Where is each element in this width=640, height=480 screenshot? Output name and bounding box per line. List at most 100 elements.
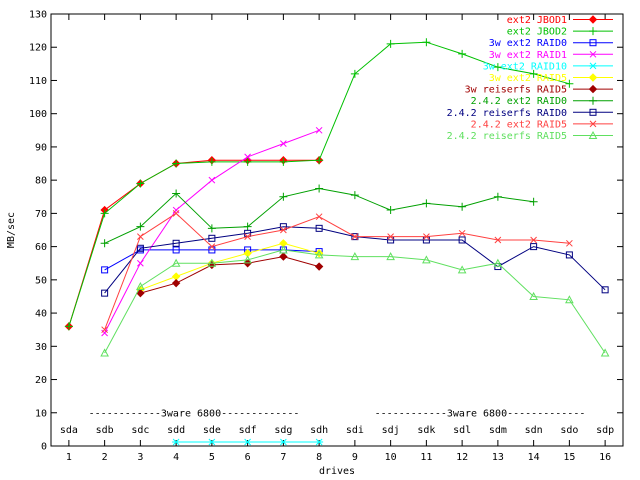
data-point-6-0	[136, 288, 145, 298]
legend-entry-3: 3w ext2 RAID1	[489, 50, 613, 61]
data-point-10-14	[600, 348, 610, 357]
legend-entry-5: 3w ext2 RAID5	[489, 73, 613, 84]
data-point-9-8	[387, 233, 394, 240]
data-point-8-10	[458, 236, 466, 244]
series-line-6	[140, 256, 320, 294]
y-tick-label-12: 120	[29, 43, 47, 54]
data-point-9-4	[244, 233, 251, 240]
data-point-10-8	[386, 252, 395, 261]
data-point-9-5	[280, 226, 287, 234]
data-point-9-6	[315, 213, 323, 221]
x-tick-label-15: 16	[599, 452, 611, 463]
data-point-1-1	[100, 209, 109, 218]
series-9	[101, 210, 573, 334]
drive-label-sdd: sdd	[167, 425, 185, 436]
y-tick-label-2: 20	[35, 375, 47, 386]
data-point-10-11	[493, 258, 503, 267]
data-point-7-9	[422, 199, 431, 208]
legend-entry-6: 3w reiserfs RAID5	[465, 85, 613, 96]
drive-label-sdh: sdh	[310, 425, 328, 436]
data-point-10-13	[565, 295, 574, 304]
x-axis-label: drives	[319, 466, 355, 477]
drive-label-sdg: sdg	[274, 425, 292, 436]
data-point-10-4	[243, 255, 252, 264]
data-point-8-0	[101, 289, 109, 297]
data-point-7-10	[458, 202, 467, 211]
data-point-5-5	[314, 249, 324, 258]
x-tick-label-8: 9	[352, 452, 358, 463]
data-point-7-12	[529, 197, 538, 206]
data-point-6-5	[314, 262, 324, 271]
data-point-9-3	[208, 243, 216, 250]
data-point-7-7	[350, 191, 359, 200]
data-point-3-1	[137, 259, 144, 267]
data-point-1-8	[350, 69, 359, 78]
legend-label-8: 2.4.2 reiserfs RAID0	[447, 108, 567, 119]
legend-marker-9	[589, 120, 597, 128]
data-point-10-3	[207, 258, 217, 267]
data-point-2-0	[101, 266, 109, 274]
drive-label-sdp: sdp	[596, 425, 614, 436]
data-point-9-7	[351, 233, 359, 240]
y-tick-label-8: 80	[35, 176, 47, 187]
data-point-8-1	[136, 244, 144, 252]
series-line-0	[68, 159, 320, 327]
y-tick-label-1: 10	[35, 408, 47, 419]
legend-label-6: 3w reiserfs RAID5	[465, 85, 567, 96]
drive-label-sdk: sdk	[417, 425, 435, 436]
legend-marker-3	[589, 50, 597, 58]
data-point-9-11	[494, 236, 502, 244]
data-point-10-9	[422, 255, 431, 264]
data-point-1-5	[243, 157, 252, 166]
annotations: sda sdb sdc sdd sde sdf sdg sdh sdi sdj sdk sdl sdm s…	[60, 408, 614, 436]
x-tick-label-12: 13	[492, 452, 504, 463]
x-tick-label-2: 3	[137, 452, 143, 463]
legend-label-4: 3w ext2 RAID10	[483, 61, 567, 72]
legend-label-2: 3w ext2 RAID0	[489, 38, 567, 49]
data-point-3-0	[101, 329, 108, 337]
drive-label-sdn: sdn	[525, 425, 543, 436]
y-tick-label-9: 90	[35, 142, 47, 153]
y-axis-label: MB/sec	[6, 212, 17, 248]
data-point-7-4	[243, 222, 252, 231]
series-10	[100, 245, 610, 357]
data-point-3-3	[208, 176, 216, 184]
data-point-1-0	[64, 322, 73, 331]
series-6	[136, 252, 324, 298]
legend-marker-4	[589, 62, 597, 70]
data-point-6-1	[171, 278, 181, 288]
data-point-8-12	[530, 243, 538, 251]
data-point-1-9	[386, 39, 395, 48]
drive-label-sdo: sdo	[560, 425, 578, 436]
plot-frame	[50, 13, 624, 447]
data-point-8-14	[601, 286, 609, 294]
y-tick-label-10: 100	[29, 109, 47, 120]
data-point-7-6	[315, 184, 324, 193]
x-tick-label-9: 10	[385, 452, 397, 463]
data-point-7-11	[493, 192, 502, 201]
drive-label-sdi: sdi	[346, 425, 364, 436]
series-4	[172, 438, 324, 446]
legend-label-9: 2.4.2 ext2 RAID5	[471, 119, 567, 130]
controller-annotation-0: ------------3ware 6800-------------	[89, 408, 300, 419]
data-point-7-3	[207, 224, 216, 233]
y-tick-label-7: 70	[35, 209, 47, 220]
legend-entry-7: 2.4.2 ext2 RAID0	[471, 96, 613, 107]
legend-marker-1	[589, 27, 597, 36]
drive-label-sdf: sdf	[239, 425, 257, 436]
series-7	[100, 184, 538, 248]
data-point-10-2	[171, 258, 181, 267]
x-tick-label-10: 11	[420, 452, 432, 463]
legend-entry-8: 2.4.2 reiserfs RAID0	[447, 108, 613, 119]
data-point-9-9	[423, 233, 430, 240]
x-tick-label-14: 15	[563, 452, 575, 463]
data-point-1-12	[493, 63, 502, 72]
legend-marker-2	[589, 39, 597, 47]
y-tick-label-5: 50	[35, 275, 47, 286]
drive-label-sde: sde	[203, 425, 221, 436]
legend-marker-10	[588, 130, 598, 139]
data-point-10-7	[350, 252, 360, 261]
series-line-5	[140, 242, 320, 291]
legend-marker-0	[588, 15, 598, 24]
